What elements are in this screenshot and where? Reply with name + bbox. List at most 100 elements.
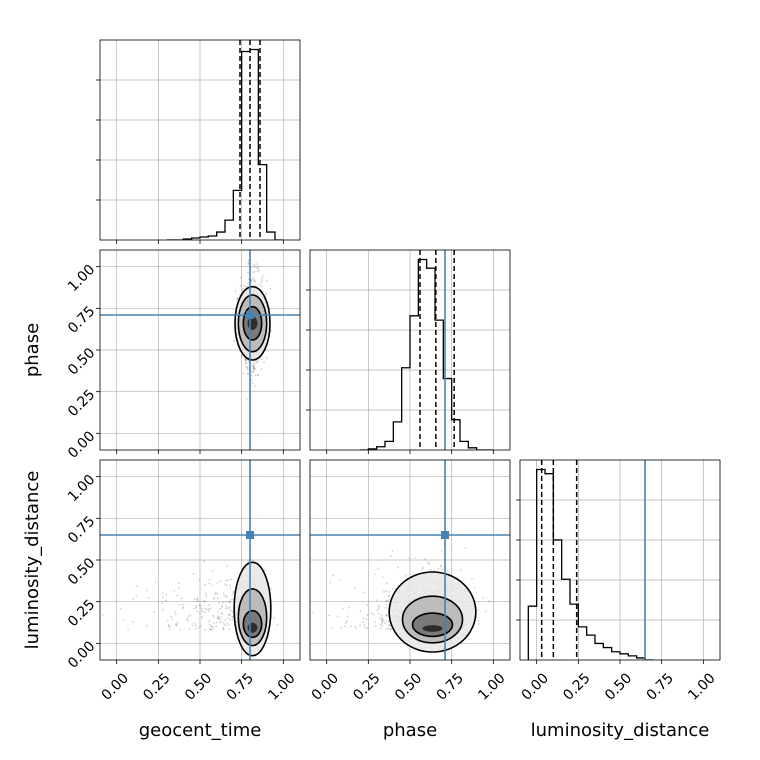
scatter-point	[252, 361, 255, 364]
scatter-point	[227, 614, 230, 617]
x-tick-label: 0.25	[140, 670, 173, 703]
scatter-point	[127, 628, 130, 631]
scatter-point	[206, 608, 209, 611]
scatter-point	[336, 615, 339, 618]
scatter-point	[260, 285, 263, 288]
scatter-point	[188, 628, 191, 631]
scatter-point	[213, 593, 216, 596]
scatter-point	[180, 597, 183, 599]
scatter-point	[232, 616, 235, 618]
scatter-point	[366, 604, 369, 606]
scatter-point	[192, 573, 195, 576]
scatter-point	[303, 604, 305, 606]
scatter-point	[250, 280, 253, 282]
scatter-point	[247, 372, 250, 375]
scatter-point	[250, 379, 253, 382]
scatter-point	[252, 363, 255, 366]
scatter-point	[397, 566, 399, 569]
scatter-point	[245, 366, 248, 368]
scatter-point	[198, 578, 201, 581]
scatter-point	[217, 616, 219, 618]
scatter-point	[215, 625, 218, 628]
scatter-point	[362, 621, 364, 624]
scatter-point	[362, 617, 365, 620]
scatter-point	[212, 570, 214, 572]
scatter-point	[390, 628, 392, 630]
scatter-point	[373, 614, 375, 616]
scatter-point	[382, 618, 385, 621]
scatter-point	[205, 595, 207, 597]
scatter-point	[231, 616, 233, 619]
scatter-point	[459, 569, 462, 571]
scatter-point	[387, 595, 390, 598]
scatter-point	[209, 628, 212, 630]
scatter-point	[365, 618, 368, 621]
scatter-point	[473, 586, 476, 589]
scatter-point	[225, 601, 228, 603]
scatter-point	[349, 625, 352, 628]
scatter-point	[195, 605, 198, 607]
truth-marker	[246, 311, 254, 319]
y-tick-label: 0.00	[65, 428, 98, 461]
scatter-point	[222, 592, 225, 595]
scatter-point	[201, 609, 203, 611]
scatter-point	[210, 625, 212, 628]
scatter-point	[186, 618, 189, 620]
scatter-point	[253, 270, 256, 273]
scatter-point	[244, 360, 247, 362]
scatter-point	[374, 621, 377, 624]
scatter-point	[359, 610, 362, 613]
scatter-point	[385, 590, 388, 592]
contour-line	[401, 595, 464, 644]
contour-line	[234, 285, 271, 361]
scatter-point	[250, 374, 253, 377]
scatter-point	[250, 279, 253, 281]
y-tick-label: 1.00	[65, 262, 98, 295]
scatter-point	[380, 622, 383, 624]
scatter-point	[251, 364, 254, 367]
scatter-point	[381, 618, 383, 621]
scatter-point	[226, 622, 228, 625]
scatter-point	[254, 385, 256, 388]
scatter-point	[176, 594, 179, 597]
scatter-point	[257, 360, 260, 363]
contour-line	[242, 305, 263, 341]
scatter-point	[162, 592, 164, 595]
density-level	[422, 625, 443, 632]
scatter-point	[388, 624, 390, 627]
scatter-point	[217, 615, 220, 618]
scatter-point	[170, 618, 173, 621]
scatter-point	[219, 616, 222, 619]
scatter-point	[131, 620, 134, 623]
scatter-point	[388, 590, 391, 593]
scatter-point	[204, 607, 207, 610]
scatter-point	[204, 583, 206, 586]
scatter-point	[391, 550, 394, 552]
scatter-point	[247, 282, 250, 285]
scatter-point	[209, 628, 212, 631]
scatter-point	[199, 604, 202, 607]
scatter-point	[229, 584, 231, 587]
scatter-point	[216, 593, 219, 595]
scatter-point	[253, 280, 256, 282]
scatter-point	[222, 628, 225, 631]
scatter-panel-phase-luminosity_distance	[303, 460, 510, 660]
x-axis-label: luminosity_distance	[531, 720, 710, 741]
scatter-point	[254, 280, 257, 283]
scatter-point	[363, 591, 366, 594]
scatter-point	[245, 362, 247, 365]
scatter-point	[236, 297, 239, 300]
scatter-point	[173, 589, 176, 592]
scatter-point	[213, 598, 216, 600]
scatter-point	[379, 617, 381, 619]
scatter-point	[196, 597, 198, 600]
scatter-point	[200, 617, 203, 619]
y-axis-label: phase	[22, 323, 43, 377]
scatter-point	[377, 567, 380, 570]
scatter-point	[389, 628, 392, 631]
scatter-point	[222, 627, 225, 630]
scatter-point	[220, 606, 223, 609]
scatter-point	[178, 582, 181, 585]
scatter-point	[358, 624, 361, 627]
scatter-point	[376, 609, 379, 612]
